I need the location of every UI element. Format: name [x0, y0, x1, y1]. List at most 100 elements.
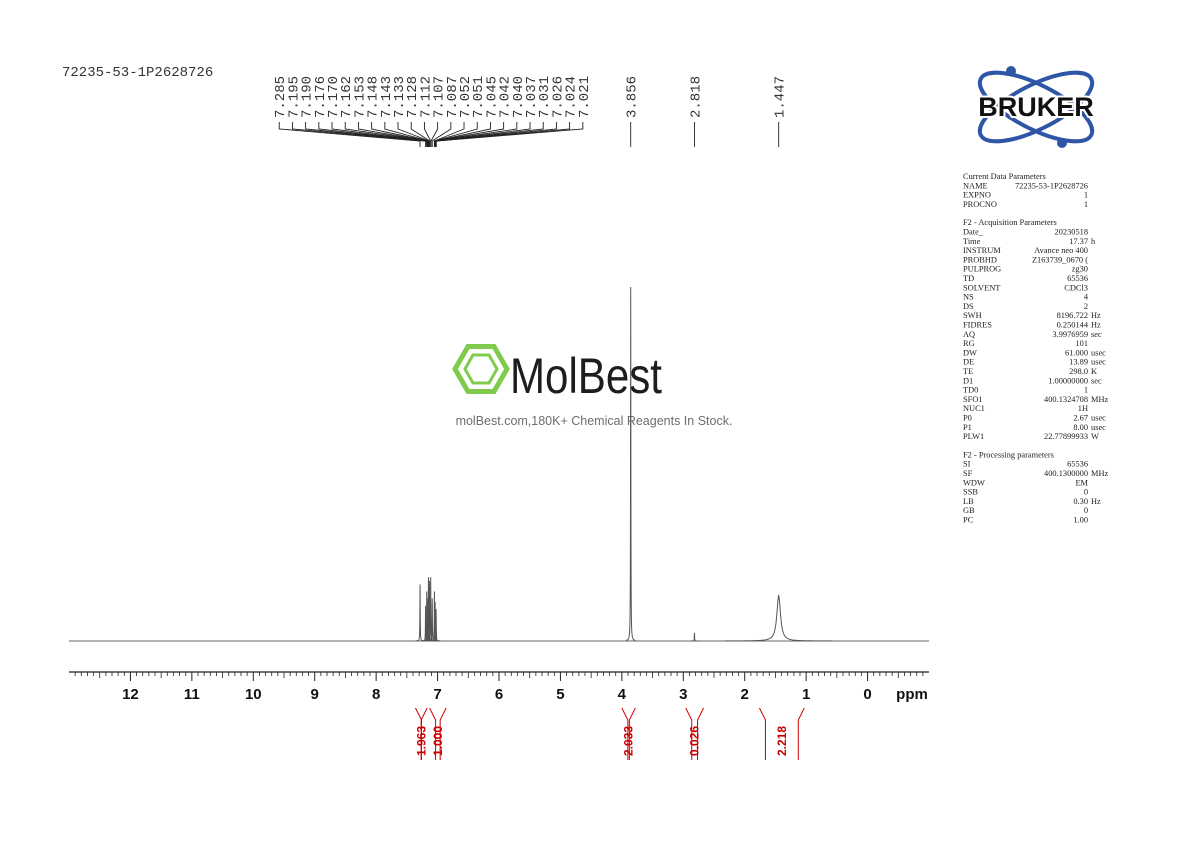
- parameter-value: 3.9976959: [1052, 330, 1088, 339]
- parameter-unit: usec: [1091, 423, 1106, 432]
- logo-dot: [1057, 138, 1067, 148]
- peak-label: 7.133: [392, 76, 408, 118]
- integral-bracket: [685, 707, 705, 760]
- parameter-key: SWH: [963, 311, 982, 320]
- parameter-key: GB: [963, 506, 975, 515]
- parameter-value: 2.67: [1073, 414, 1088, 423]
- parameter-value: 400.1300000: [1044, 469, 1088, 478]
- peak-label: 2.818: [688, 76, 704, 118]
- x-axis-label: ppm: [896, 686, 928, 703]
- peak: [415, 584, 425, 642]
- x-tick-label: 5: [556, 686, 564, 703]
- parameter-key: SSB: [963, 488, 978, 497]
- parameter-key: SF: [963, 469, 973, 478]
- peak-label: 7.052: [458, 76, 474, 118]
- parameter-value: 61.000: [1065, 348, 1088, 357]
- logo: BRUKER: [976, 66, 1096, 148]
- peak-leader: [410, 122, 431, 147]
- parameter-value: 2: [1084, 302, 1088, 311]
- parameter-unit: MHz: [1091, 395, 1108, 404]
- parameter-value: 0.30: [1073, 497, 1088, 506]
- peak-label: 7.087: [445, 76, 461, 118]
- parameter-key: D1: [963, 376, 973, 385]
- peak-label: 7.037: [524, 76, 540, 118]
- peak-label: 7.285: [273, 76, 289, 118]
- logo-dot: [1006, 66, 1016, 76]
- parameter-value: 101: [1075, 339, 1088, 348]
- peak-label: 7.042: [498, 76, 514, 118]
- peak-leader: [433, 122, 465, 147]
- parameter-value: 65536: [1067, 460, 1088, 469]
- peak: [724, 594, 833, 642]
- peak-label: 3.856: [625, 76, 641, 118]
- parameter-key: NUC1: [963, 404, 985, 413]
- parameter-value: 0: [1084, 506, 1088, 515]
- x-tick-label: 3: [679, 686, 687, 703]
- parameter-key: WDW: [963, 478, 985, 487]
- peak-label: 7.112: [418, 76, 434, 118]
- peak-label: 7.024: [564, 76, 580, 118]
- parameter-section-title: F2 - Acquisition Parameters: [963, 218, 1057, 227]
- parameter-key: DS: [963, 302, 974, 311]
- parameter-unit: K: [1091, 367, 1097, 376]
- parameter-unit: W: [1091, 432, 1099, 441]
- parameter-value: 1.00000000: [1048, 376, 1088, 385]
- parameter-key: P0: [963, 414, 972, 423]
- peak-label: 7.021: [577, 76, 593, 118]
- peak-label: 7.040: [511, 76, 527, 118]
- watermark-ring: [463, 353, 499, 385]
- peak-label: 7.195: [286, 76, 302, 118]
- sample-name: 72235-53-1P2628726: [62, 65, 213, 81]
- x-tick-label: 7: [433, 686, 441, 703]
- peak-label: 7.045: [484, 76, 500, 118]
- peak-leader: [278, 122, 421, 147]
- x-tick-label: 0: [863, 686, 871, 703]
- parameter-value: 1: [1084, 200, 1088, 209]
- parameter-key: SI: [963, 460, 971, 469]
- watermark-tagline: molBest.com,180K+ Chemical Reagents In S…: [456, 414, 733, 428]
- x-tick-label: 11: [184, 686, 200, 703]
- parameter-key: P1: [963, 423, 972, 432]
- parameter-key: NS: [963, 293, 974, 302]
- parameter-section-title: F2 - Processing parameters: [963, 450, 1054, 459]
- x-tick-label: 12: [122, 686, 139, 703]
- parameter-unit: usec: [1091, 348, 1106, 357]
- parameter-unit: Hz: [1091, 497, 1101, 506]
- x-tick-label: 4: [618, 686, 627, 703]
- peak-label: 7.190: [300, 76, 316, 118]
- x-tick-label: 6: [495, 686, 503, 703]
- watermark-hexagon: [452, 344, 510, 394]
- logo-text: BRUKER: [978, 92, 1094, 122]
- parameter-value: 20230518: [1055, 228, 1089, 237]
- parameter-value: 65536: [1067, 274, 1088, 283]
- parameter-key: INSTRUM: [963, 246, 1001, 255]
- peak-label: 7.051: [471, 76, 487, 118]
- parameter-value: Z163739_0670 (: [1032, 255, 1088, 264]
- parameter-value: 4: [1084, 293, 1089, 302]
- x-tick-label: 8: [372, 686, 380, 703]
- parameter-key: PLW1: [963, 432, 984, 441]
- parameter-value: zg30: [1072, 265, 1088, 274]
- parameter-key: Time: [963, 237, 981, 246]
- parameter-value: Avance neo 400: [1034, 246, 1088, 255]
- parameter-value: 1: [1084, 386, 1088, 395]
- x-tick-label: 9: [311, 686, 319, 703]
- peak-label: 7.026: [550, 76, 566, 118]
- parameter-key: FIDRES: [963, 321, 992, 330]
- parameter-key: AQ: [963, 330, 975, 339]
- peak-label: 7.170: [326, 76, 342, 118]
- peak-label: 7.107: [432, 76, 448, 118]
- parameter-unit: Hz: [1091, 311, 1101, 320]
- parameter-value: EM: [1075, 478, 1088, 487]
- peak-label: 1.447: [773, 76, 789, 118]
- parameter-key: SOLVENT: [963, 283, 1000, 292]
- parameter-key: SFO1: [963, 395, 983, 404]
- parameter-key: PC: [963, 516, 974, 525]
- parameter-value: 8.00: [1073, 423, 1088, 432]
- logo-orbit: [977, 70, 1095, 144]
- parameter-unit: usec: [1091, 358, 1106, 367]
- parameter-key: PROBHD: [963, 255, 997, 264]
- parameter-unit: Hz: [1091, 321, 1101, 330]
- peak-leader: [344, 122, 429, 147]
